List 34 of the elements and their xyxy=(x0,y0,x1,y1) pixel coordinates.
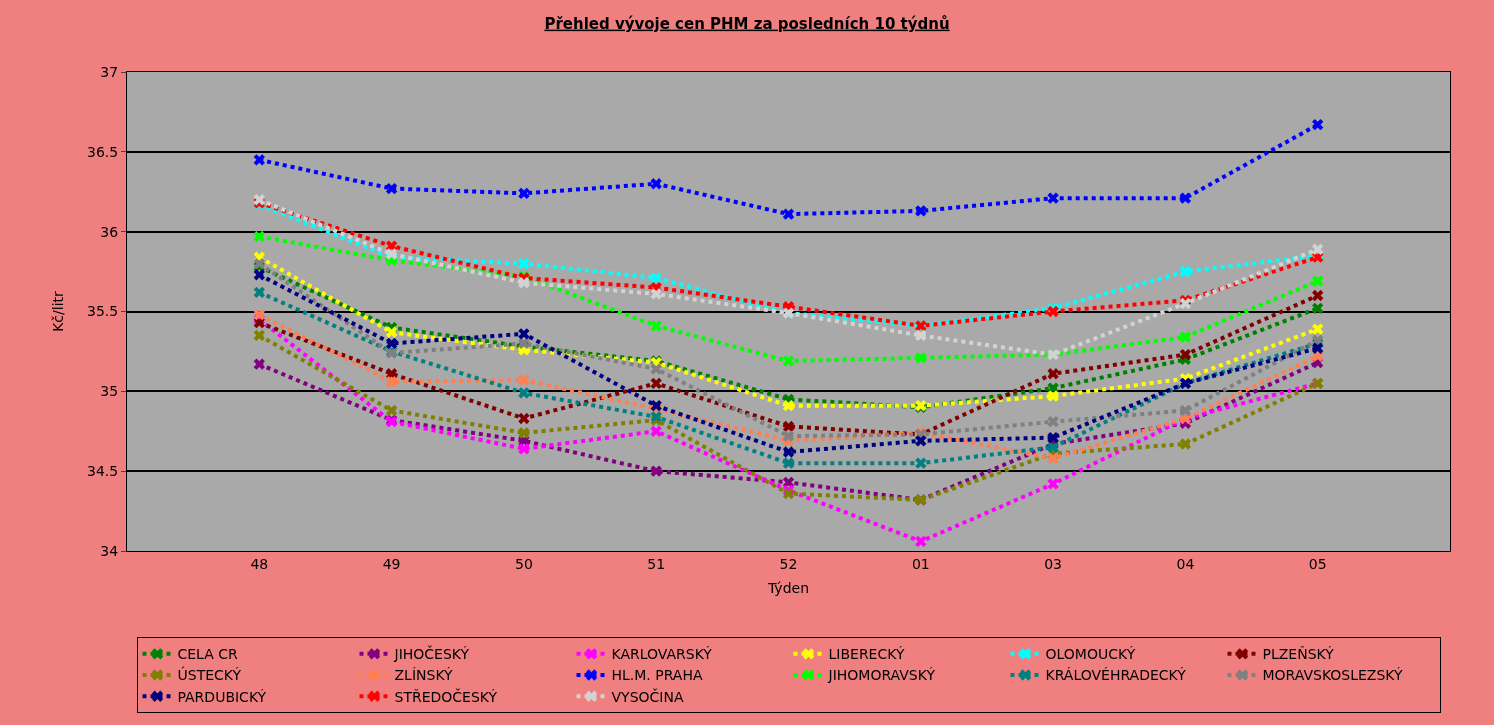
legend-label: KRÁLOVÉHRADECKÝ xyxy=(1045,667,1187,684)
legend-label: LIBERECKÝ xyxy=(828,646,905,663)
x-tick-label: 48 xyxy=(250,555,269,572)
y-tick-label: 34 xyxy=(100,542,119,559)
x-tick-label: 04 xyxy=(1176,555,1195,572)
legend-label: PARDUBICKÝ xyxy=(177,688,267,705)
chart-title: Přehled vývoje cen PHM za posledních 10 týdnů xyxy=(544,14,950,33)
legend-label: OLOMOUCKÝ xyxy=(1045,646,1136,663)
y-tick-label: 37 xyxy=(100,63,119,80)
legend-label: JIHOMORAVSKÝ xyxy=(827,667,936,684)
y-tick-label: 35 xyxy=(100,383,119,400)
legend-label: PLZEŇSKÝ xyxy=(1262,646,1335,663)
y-tick-label: 36.5 xyxy=(87,143,119,160)
y-tick-label: 36 xyxy=(100,223,119,240)
x-tick-label: 01 xyxy=(911,555,930,572)
x-tick-label: 50 xyxy=(514,555,533,572)
legend-label: HL.M. PRAHA xyxy=(611,667,703,684)
legend-label: JIHOČESKÝ xyxy=(393,645,470,663)
x-tick-label: 05 xyxy=(1308,555,1327,572)
legend-label: STŘEDOČESKÝ xyxy=(394,687,498,705)
x-tick-label: 51 xyxy=(647,555,666,572)
y-axis-title: Kč/litr xyxy=(49,290,66,332)
legend-label: ÚSTECKÝ xyxy=(177,666,242,684)
y-tick-label: 35.5 xyxy=(87,303,119,320)
y-tick-label: 34.5 xyxy=(87,463,119,480)
legend-label: KARLOVARSKÝ xyxy=(611,646,713,663)
x-tick-label: 03 xyxy=(1044,555,1063,572)
legend-label: MORAVSKOSLEZSKÝ xyxy=(1262,667,1404,684)
x-tick-label: 52 xyxy=(779,555,798,572)
legend-label: VYSOČINA xyxy=(611,687,684,705)
x-tick-label: 49 xyxy=(382,555,401,572)
legend-label: CELA CR xyxy=(177,646,239,663)
x-axis-title: Týden xyxy=(766,580,810,597)
legend-label: ZLÍNSKÝ xyxy=(394,667,454,684)
